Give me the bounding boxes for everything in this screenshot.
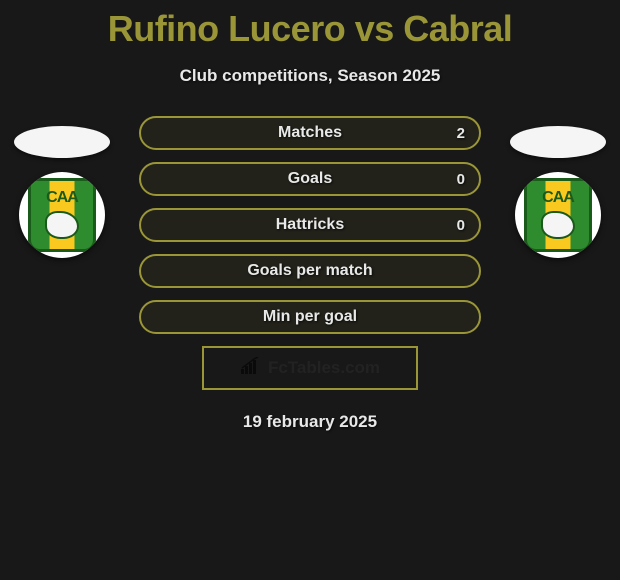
- stat-right-value: 2: [457, 125, 465, 142]
- stat-label: Goals per match: [141, 262, 479, 280]
- stat-right-value: 0: [457, 171, 465, 188]
- badge-initials-left: CAA: [31, 189, 93, 207]
- site-logo-text: FcTables.com: [268, 358, 380, 378]
- player-left-column: CAA: [12, 126, 112, 258]
- player-left-photo: [14, 126, 110, 158]
- page-title: Rufino Lucero vs Cabral: [0, 0, 620, 50]
- player-right-photo: [510, 126, 606, 158]
- stat-label: Hattricks: [141, 216, 479, 234]
- date-label: 19 february 2025: [0, 412, 620, 432]
- badge-shark-icon: [541, 211, 575, 239]
- stat-row-hattricks: Hattricks 0: [139, 208, 481, 242]
- badge-shark-icon: [45, 211, 79, 239]
- stat-label: Min per goal: [141, 308, 479, 326]
- stat-label: Goals: [141, 170, 479, 188]
- stats-container: Matches 2 Goals 0 Hattricks 0 Goals per …: [139, 116, 481, 334]
- stat-label: Matches: [141, 124, 479, 142]
- club-badge-left: CAA: [19, 172, 105, 258]
- player-right-column: CAA: [508, 126, 608, 258]
- comparison-area: CAA CAA Matches 2 Goals 0: [0, 116, 620, 432]
- stat-row-goals: Goals 0: [139, 162, 481, 196]
- stat-row-min-per-goal: Min per goal: [139, 300, 481, 334]
- chart-icon: [240, 357, 262, 380]
- club-badge-right: CAA: [515, 172, 601, 258]
- stat-row-goals-per-match: Goals per match: [139, 254, 481, 288]
- site-logo-box: FcTables.com: [202, 346, 418, 390]
- badge-initials-right: CAA: [527, 189, 589, 207]
- stat-right-value: 0: [457, 217, 465, 234]
- subtitle: Club competitions, Season 2025: [0, 66, 620, 86]
- stat-row-matches: Matches 2: [139, 116, 481, 150]
